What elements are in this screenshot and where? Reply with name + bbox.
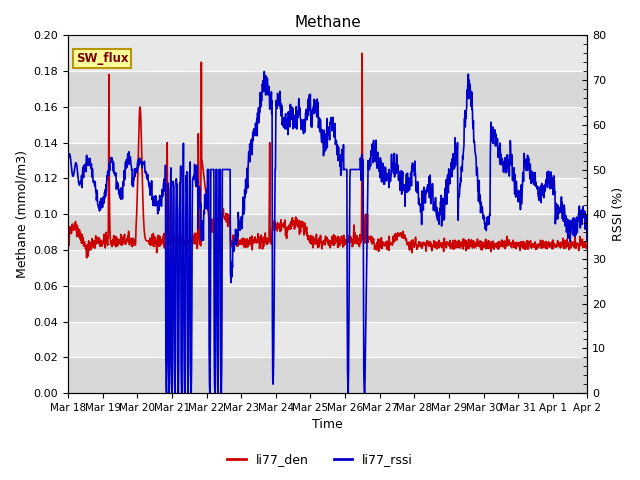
Legend: li77_den, li77_rssi: li77_den, li77_rssi — [222, 448, 418, 471]
Bar — [68, 36, 588, 71]
Bar — [68, 107, 588, 143]
Y-axis label: RSSI (%): RSSI (%) — [612, 187, 625, 241]
Bar — [68, 143, 588, 179]
Bar — [68, 214, 588, 250]
Y-axis label: Methane (mmol/m3): Methane (mmol/m3) — [15, 150, 28, 278]
Bar — [68, 179, 588, 214]
Bar — [68, 250, 588, 286]
Bar — [68, 357, 588, 393]
X-axis label: Time: Time — [312, 419, 343, 432]
Title: Methane: Methane — [294, 15, 361, 30]
Bar — [68, 322, 588, 357]
Text: SW_flux: SW_flux — [76, 52, 128, 65]
Bar — [68, 71, 588, 107]
Bar — [68, 286, 588, 322]
